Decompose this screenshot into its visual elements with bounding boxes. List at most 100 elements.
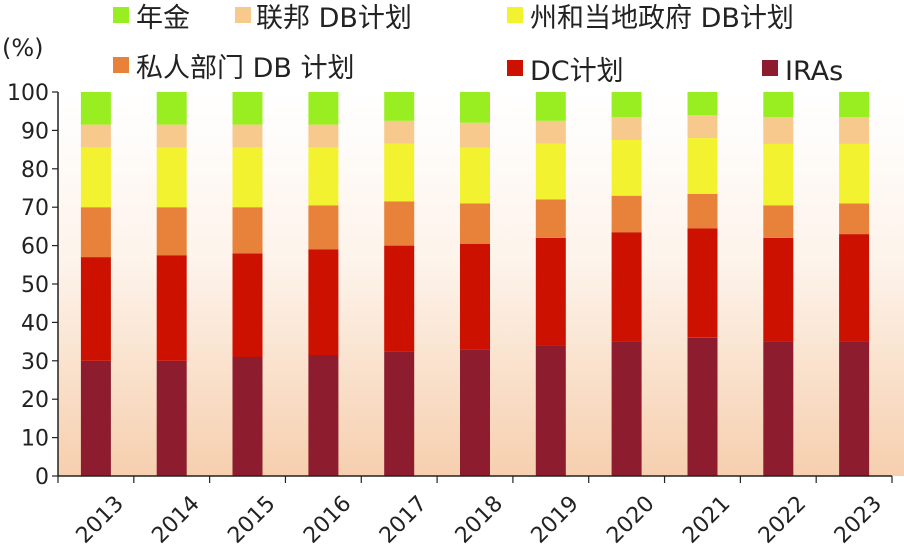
bar-segment-2017-s4 [384,120,415,144]
bar-segment-2015-s3 [232,147,263,208]
y-tick-label: 80 [21,158,49,183]
bar-segment-2023-s2 [839,203,870,235]
bar-segment-2022-s0 [763,341,794,476]
legend-swatch-federal-db [235,7,251,23]
bar-segment-2018-s4 [460,122,490,148]
y-tick-label: 30 [21,350,49,375]
bar-segment-2023-s5 [839,92,870,117]
bar-segment-2017-s3 [384,143,415,202]
x-tick-label-2017: 2017 [375,491,432,544]
legend-swatch-annuity [113,7,129,23]
bar-segment-2019-s0 [535,345,566,476]
x-tick-label-2015: 2015 [223,491,280,544]
bar-segment-2016-s1 [308,249,339,355]
bar-segment-2014-s0 [156,360,187,476]
bar-segment-2020-s3 [611,140,642,196]
legend-label-federal-db: 联邦 DB计划 [256,3,412,34]
bar-segment-2018-s1 [460,243,490,350]
x-axis: 2013 2014 2015 2016 2017 2018 2019 2020 2021 2022… [57,475,893,544]
x-tick-label-2019: 2019 [527,491,584,544]
y-tick-label: 10 [21,427,49,452]
legend-label-dc-plan: DC计划 [530,56,624,87]
legend-label-state-local-db: 州和当地政府 DB计划 [530,3,794,34]
bar-segment-2013-s2 [80,207,111,258]
legend-swatch-state-local-db [507,7,523,23]
bar-segment-2018-s5 [460,92,490,123]
bar-segment-2016-s3 [308,147,339,206]
bar-segment-2013-s4 [80,124,111,148]
bar-segment-2023-s4 [839,117,870,144]
bar-segment-2021-s1 [687,228,718,338]
legend-label-iras: IRAs [785,56,843,87]
bar-segment-2017-s5 [384,92,415,121]
bar-segment-2021-s3 [687,138,718,194]
bar-segment-2019-s2 [535,199,566,238]
bars-group [80,92,870,476]
bar-segment-2018-s3 [460,147,490,204]
bar-segment-2015-s5 [232,92,263,125]
bar-segment-2019-s3 [535,143,566,200]
bar-segment-2017-s1 [384,245,415,352]
bar-segment-2016-s4 [308,124,339,148]
bar-segment-2021-s2 [687,193,718,229]
bar-segment-2015-s4 [232,124,263,148]
bar-segment-2020-s0 [611,341,642,476]
y-tick-label: 50 [21,273,49,298]
y-axis-unit: (%) [2,34,44,62]
bar-segment-2021-s4 [687,115,718,138]
bar-segment-2015-s0 [232,357,263,476]
bar-segment-2020-s5 [611,92,642,117]
bar-segment-2023-s1 [839,234,870,342]
x-tick-label-2020: 2020 [602,491,659,544]
y-tick-label: 40 [21,311,49,336]
bar-segment-2017-s0 [384,351,415,476]
bar-segment-2014-s5 [156,92,187,125]
legend-swatch-private-db [113,57,129,73]
y-axis: 0 10 20 30 40 50 60 70 80 90 100 [7,81,59,490]
bar-segment-2015-s1 [232,253,263,357]
bar-segment-2013-s0 [80,360,111,476]
bar-segment-2014-s1 [156,255,187,361]
bar-segment-2023-s3 [839,143,870,204]
bar-segment-2014-s3 [156,147,187,208]
x-tick-label-2014: 2014 [147,491,204,544]
bar-segment-2019-s4 [535,120,566,144]
legend: 年金 联邦 DB计划 州和当地政府 DB计划 私人部门 DB 计划 DC计划 I… [113,3,843,87]
bar-segment-2018-s0 [460,349,490,476]
bar-segment-2018-s2 [460,203,490,244]
x-tick-label-2018: 2018 [451,491,508,544]
x-tick-label-2022: 2022 [754,491,811,544]
bar-segment-2016-s0 [308,355,339,476]
bar-segment-2019-s1 [535,237,566,346]
bar-segment-2021-s5 [687,92,718,115]
bar-segment-2019-s5 [535,92,566,121]
bar-segment-2022-s3 [763,143,794,206]
bar-segment-2022-s2 [763,205,794,238]
bar-segment-2013-s1 [80,257,111,361]
bar-segment-2022-s1 [763,237,794,342]
y-tick-label: 70 [21,196,49,221]
legend-swatch-dc-plan [507,60,523,76]
bar-segment-2022-s4 [763,117,794,144]
legend-label-private-db: 私人部门 DB 计划 [136,53,354,84]
y-tick-label: 100 [7,81,49,106]
x-tick-label-2021: 2021 [678,491,735,544]
x-tick-label-2013: 2013 [72,491,129,544]
bar-segment-2013-s5 [80,92,111,125]
legend-swatch-iras [762,60,778,76]
bar-segment-2020-s1 [611,232,642,342]
bar-segment-2013-s3 [80,147,111,208]
bar-segment-2022-s5 [763,92,794,117]
y-tick-label: 20 [21,388,49,413]
bar-segment-2021-s0 [687,337,718,476]
bar-segment-2020-s2 [611,195,642,233]
legend-label-annuity: 年金 [136,3,190,34]
bar-segment-2017-s2 [384,201,415,246]
bar-segment-2023-s0 [839,341,870,476]
bar-segment-2014-s4 [156,124,187,148]
bar-segment-2014-s2 [156,207,187,256]
bar-segment-2020-s4 [611,117,642,140]
bar-segment-2016-s2 [308,205,339,250]
x-tick-label-2023: 2023 [830,491,887,544]
